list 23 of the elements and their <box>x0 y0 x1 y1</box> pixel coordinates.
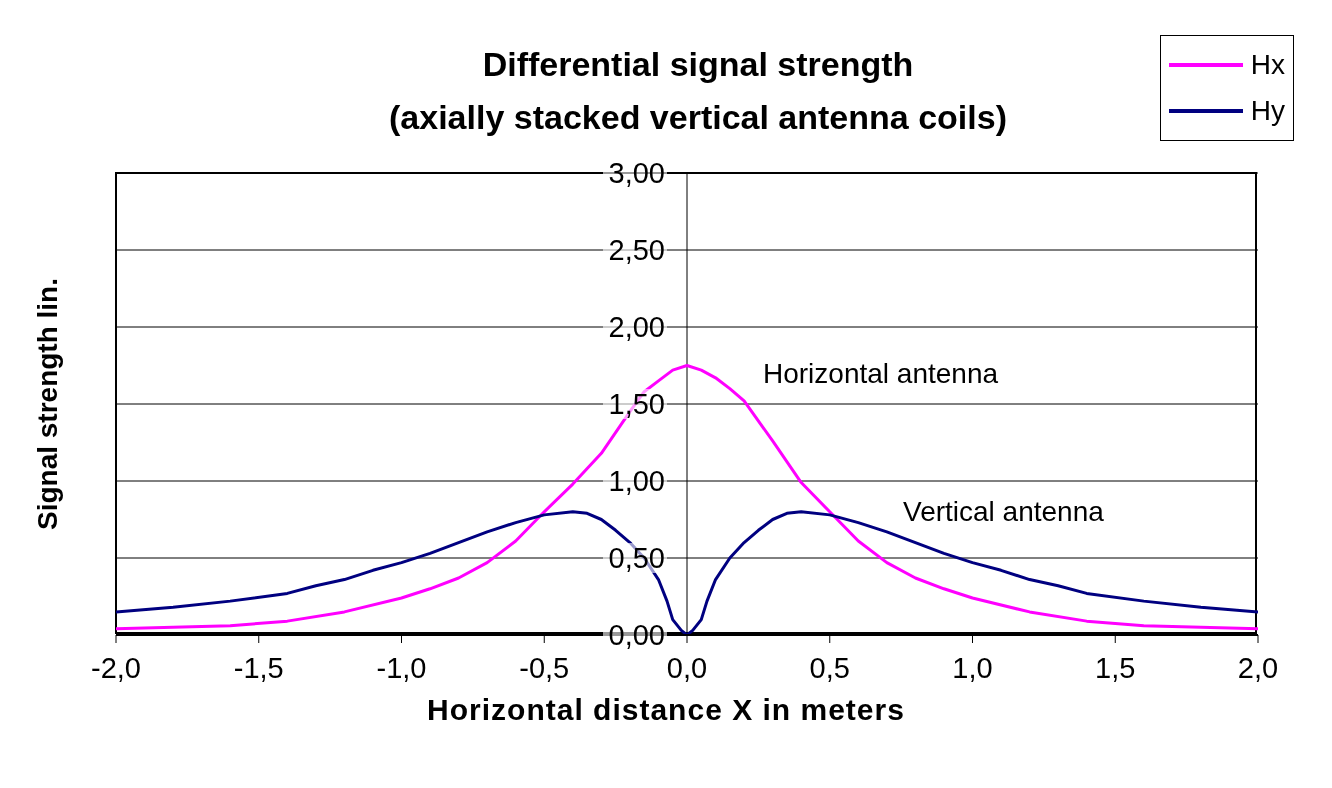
annotation: Vertical antenna <box>903 496 1104 528</box>
x-tick-label: 1,0 <box>952 651 993 684</box>
legend-label: Hx <box>1250 49 1285 81</box>
legend-label: Hy <box>1250 95 1285 127</box>
y-tick-label: 1,00 <box>608 465 665 497</box>
y-tick-label: 3,00 <box>608 157 665 189</box>
y-tick-label: 0,50 <box>608 542 665 574</box>
x-tick-label: 0,5 <box>809 651 850 684</box>
x-tick-label: 2,0 <box>1237 651 1279 684</box>
y-tick-label: 1,50 <box>608 388 665 420</box>
x-tick-label: -0,5 <box>519 651 570 684</box>
x-tick-label: -1,0 <box>376 651 427 684</box>
x-tick-label: -1,5 <box>233 651 284 684</box>
y-tick-label: 2,00 <box>608 311 665 343</box>
x-axis-title: Horizontal distance X in meters <box>426 693 906 727</box>
chart-title: Differential signal strength (axially stacked vertical antenna coils) <box>388 44 1008 138</box>
annotation: Horizontal antenna <box>763 358 999 390</box>
x-tick-label: -2,0 <box>91 651 141 684</box>
y-axis-title: Signal strength lin. <box>32 277 64 531</box>
x-tick-label: 0,0 <box>666 651 708 684</box>
y-tick-label: 0,00 <box>608 619 665 651</box>
x-tick-label: 1,5 <box>1095 651 1136 684</box>
y-tick-label: 2,50 <box>608 234 665 266</box>
